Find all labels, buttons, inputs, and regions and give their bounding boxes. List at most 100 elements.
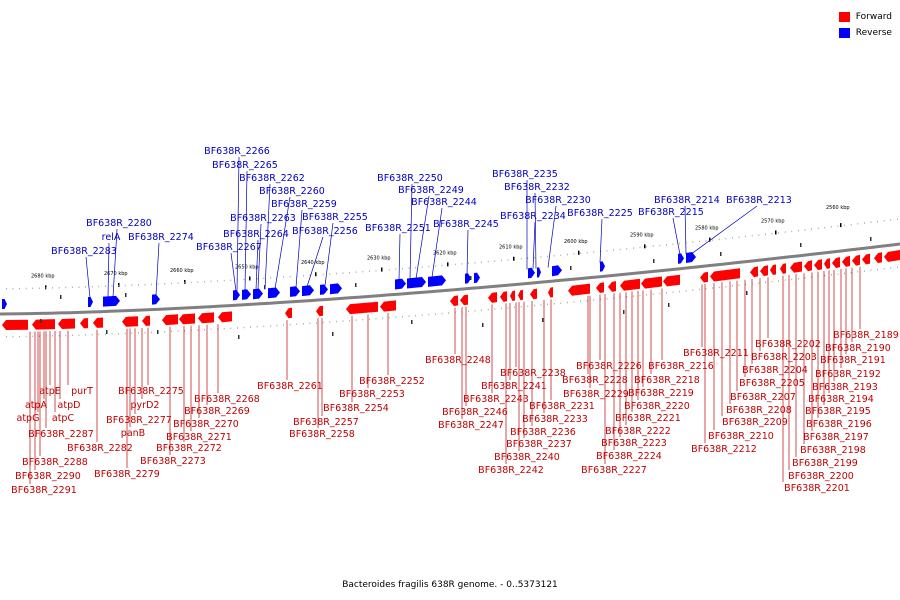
gene-label-reverse: BF638R_2259	[271, 199, 337, 210]
tick-label: 2580 kbp	[695, 226, 719, 232]
minor-tick	[184, 282, 185, 284]
minor-tick	[448, 264, 449, 266]
minor-tick	[382, 317, 383, 319]
minor-tick	[65, 334, 67, 337]
minor-tick	[573, 301, 575, 303]
gene-label-forward: BF638R_2197	[803, 432, 869, 443]
gene-label-forward: BF638R_2227	[581, 465, 647, 476]
reverse-gene	[600, 261, 605, 272]
minor-tick	[210, 328, 212, 331]
reverse-gene	[233, 290, 240, 301]
leader-line	[155, 242, 160, 296]
position-marker	[653, 259, 655, 263]
leader-line	[244, 170, 248, 291]
minor-tick	[428, 265, 430, 268]
reverse-gene	[428, 275, 446, 287]
minor-tick	[25, 287, 27, 290]
forward-gene	[162, 314, 178, 326]
forward-gene	[2, 319, 28, 330]
gene-label-forward: BF638R_2236	[510, 427, 576, 438]
minor-tick	[303, 275, 304, 277]
gene-label-forward: BF638R_2205	[739, 378, 805, 389]
minor-tick	[303, 323, 304, 325]
minor-tick	[540, 256, 542, 258]
forward-gene	[770, 264, 776, 275]
leader-line	[295, 209, 303, 288]
minor-tick	[705, 239, 707, 242]
minor-tick	[877, 220, 878, 223]
minor-tick	[560, 302, 562, 304]
tick-label: 2670 kbp	[104, 271, 128, 277]
gene-label-forward: BF638R_2203	[751, 352, 817, 363]
tick-mark	[775, 230, 777, 235]
position-marker	[800, 243, 802, 247]
gene-label-forward: BF638R_2291	[11, 485, 77, 496]
position-marker	[570, 266, 572, 270]
gene-label-reverse: BF638R_2250	[377, 173, 443, 184]
gene-label-forward: BF638R_2275	[118, 386, 184, 397]
minor-tick	[751, 235, 753, 237]
reverse-gene	[88, 296, 93, 308]
tick-label: 2610 kbp	[499, 245, 523, 251]
minor-tick	[481, 309, 482, 311]
minor-tick	[633, 247, 634, 249]
legend-label-forward: Forward	[855, 12, 892, 22]
minor-tick	[138, 332, 139, 334]
minor-tick	[540, 304, 542, 306]
minor-tick	[474, 262, 476, 264]
gene-label-reverse: BF638R_2244	[411, 197, 477, 208]
minor-tick	[883, 267, 885, 270]
gene-label-forward: BF638R_2241	[481, 381, 547, 392]
minor-tick	[580, 300, 581, 303]
minor-tick	[718, 238, 720, 241]
minor-tick	[309, 322, 311, 325]
minor-tick	[105, 333, 106, 335]
minor-tick	[553, 255, 555, 257]
minor-tick	[177, 282, 179, 284]
gene-label-forward: BF638R_2221	[615, 413, 681, 424]
tick-label: 2570 kbp	[761, 218, 785, 224]
minor-tick	[250, 278, 251, 280]
forward-gene	[608, 281, 616, 292]
minor-tick	[124, 284, 126, 287]
minor-tick	[877, 268, 878, 271]
minor-tick	[870, 221, 872, 224]
minor-tick	[78, 334, 80, 336]
gene-label-forward: BF638R_2243	[463, 394, 529, 405]
position-marker	[482, 323, 484, 327]
forward-gene	[842, 255, 850, 267]
minor-tick	[237, 327, 238, 329]
minor-tick	[131, 284, 133, 286]
minor-tick	[494, 260, 496, 262]
gene-label-reverse: BF638R_2232	[504, 182, 570, 193]
gene-label-forward: BF638R_2247	[438, 420, 504, 431]
backbone	[0, 242, 900, 316]
minor-tick	[39, 335, 40, 337]
leader-line	[547, 205, 557, 268]
forward-gene	[874, 252, 882, 264]
gene-label-forward: BF638R_2269	[184, 406, 250, 417]
tick-mark	[315, 272, 317, 277]
gene-label-forward: BF638R_2277	[106, 415, 172, 426]
gene-label-reverse: BF638R_2215	[638, 207, 704, 218]
leader-line	[691, 205, 758, 254]
gene-label-forward: BF638R_2224	[596, 451, 662, 462]
legend-label-reverse: Reverse	[855, 28, 892, 38]
minor-tick	[567, 253, 568, 256]
gene-label-reverse: BF638R_2214	[654, 195, 720, 206]
gene-label-forward: BF638R_2246	[442, 407, 508, 418]
tick-mark	[249, 276, 251, 281]
minor-tick	[567, 301, 568, 304]
minor-tick	[712, 239, 713, 241]
position-marker	[332, 332, 334, 336]
minor-tick	[25, 335, 27, 338]
minor-tick	[791, 278, 793, 281]
minor-tick	[276, 324, 278, 327]
gene-label-forward: BF638R_2191	[820, 355, 886, 366]
minor-tick	[382, 269, 383, 271]
gene-label-reverse: BF638R_2260	[259, 186, 325, 197]
forward-gene	[179, 313, 195, 325]
gene-label-reverse: BF638R_2251	[365, 223, 431, 234]
gene-label-forward: BF638R_2238	[500, 368, 566, 379]
forward-gene	[641, 276, 662, 289]
